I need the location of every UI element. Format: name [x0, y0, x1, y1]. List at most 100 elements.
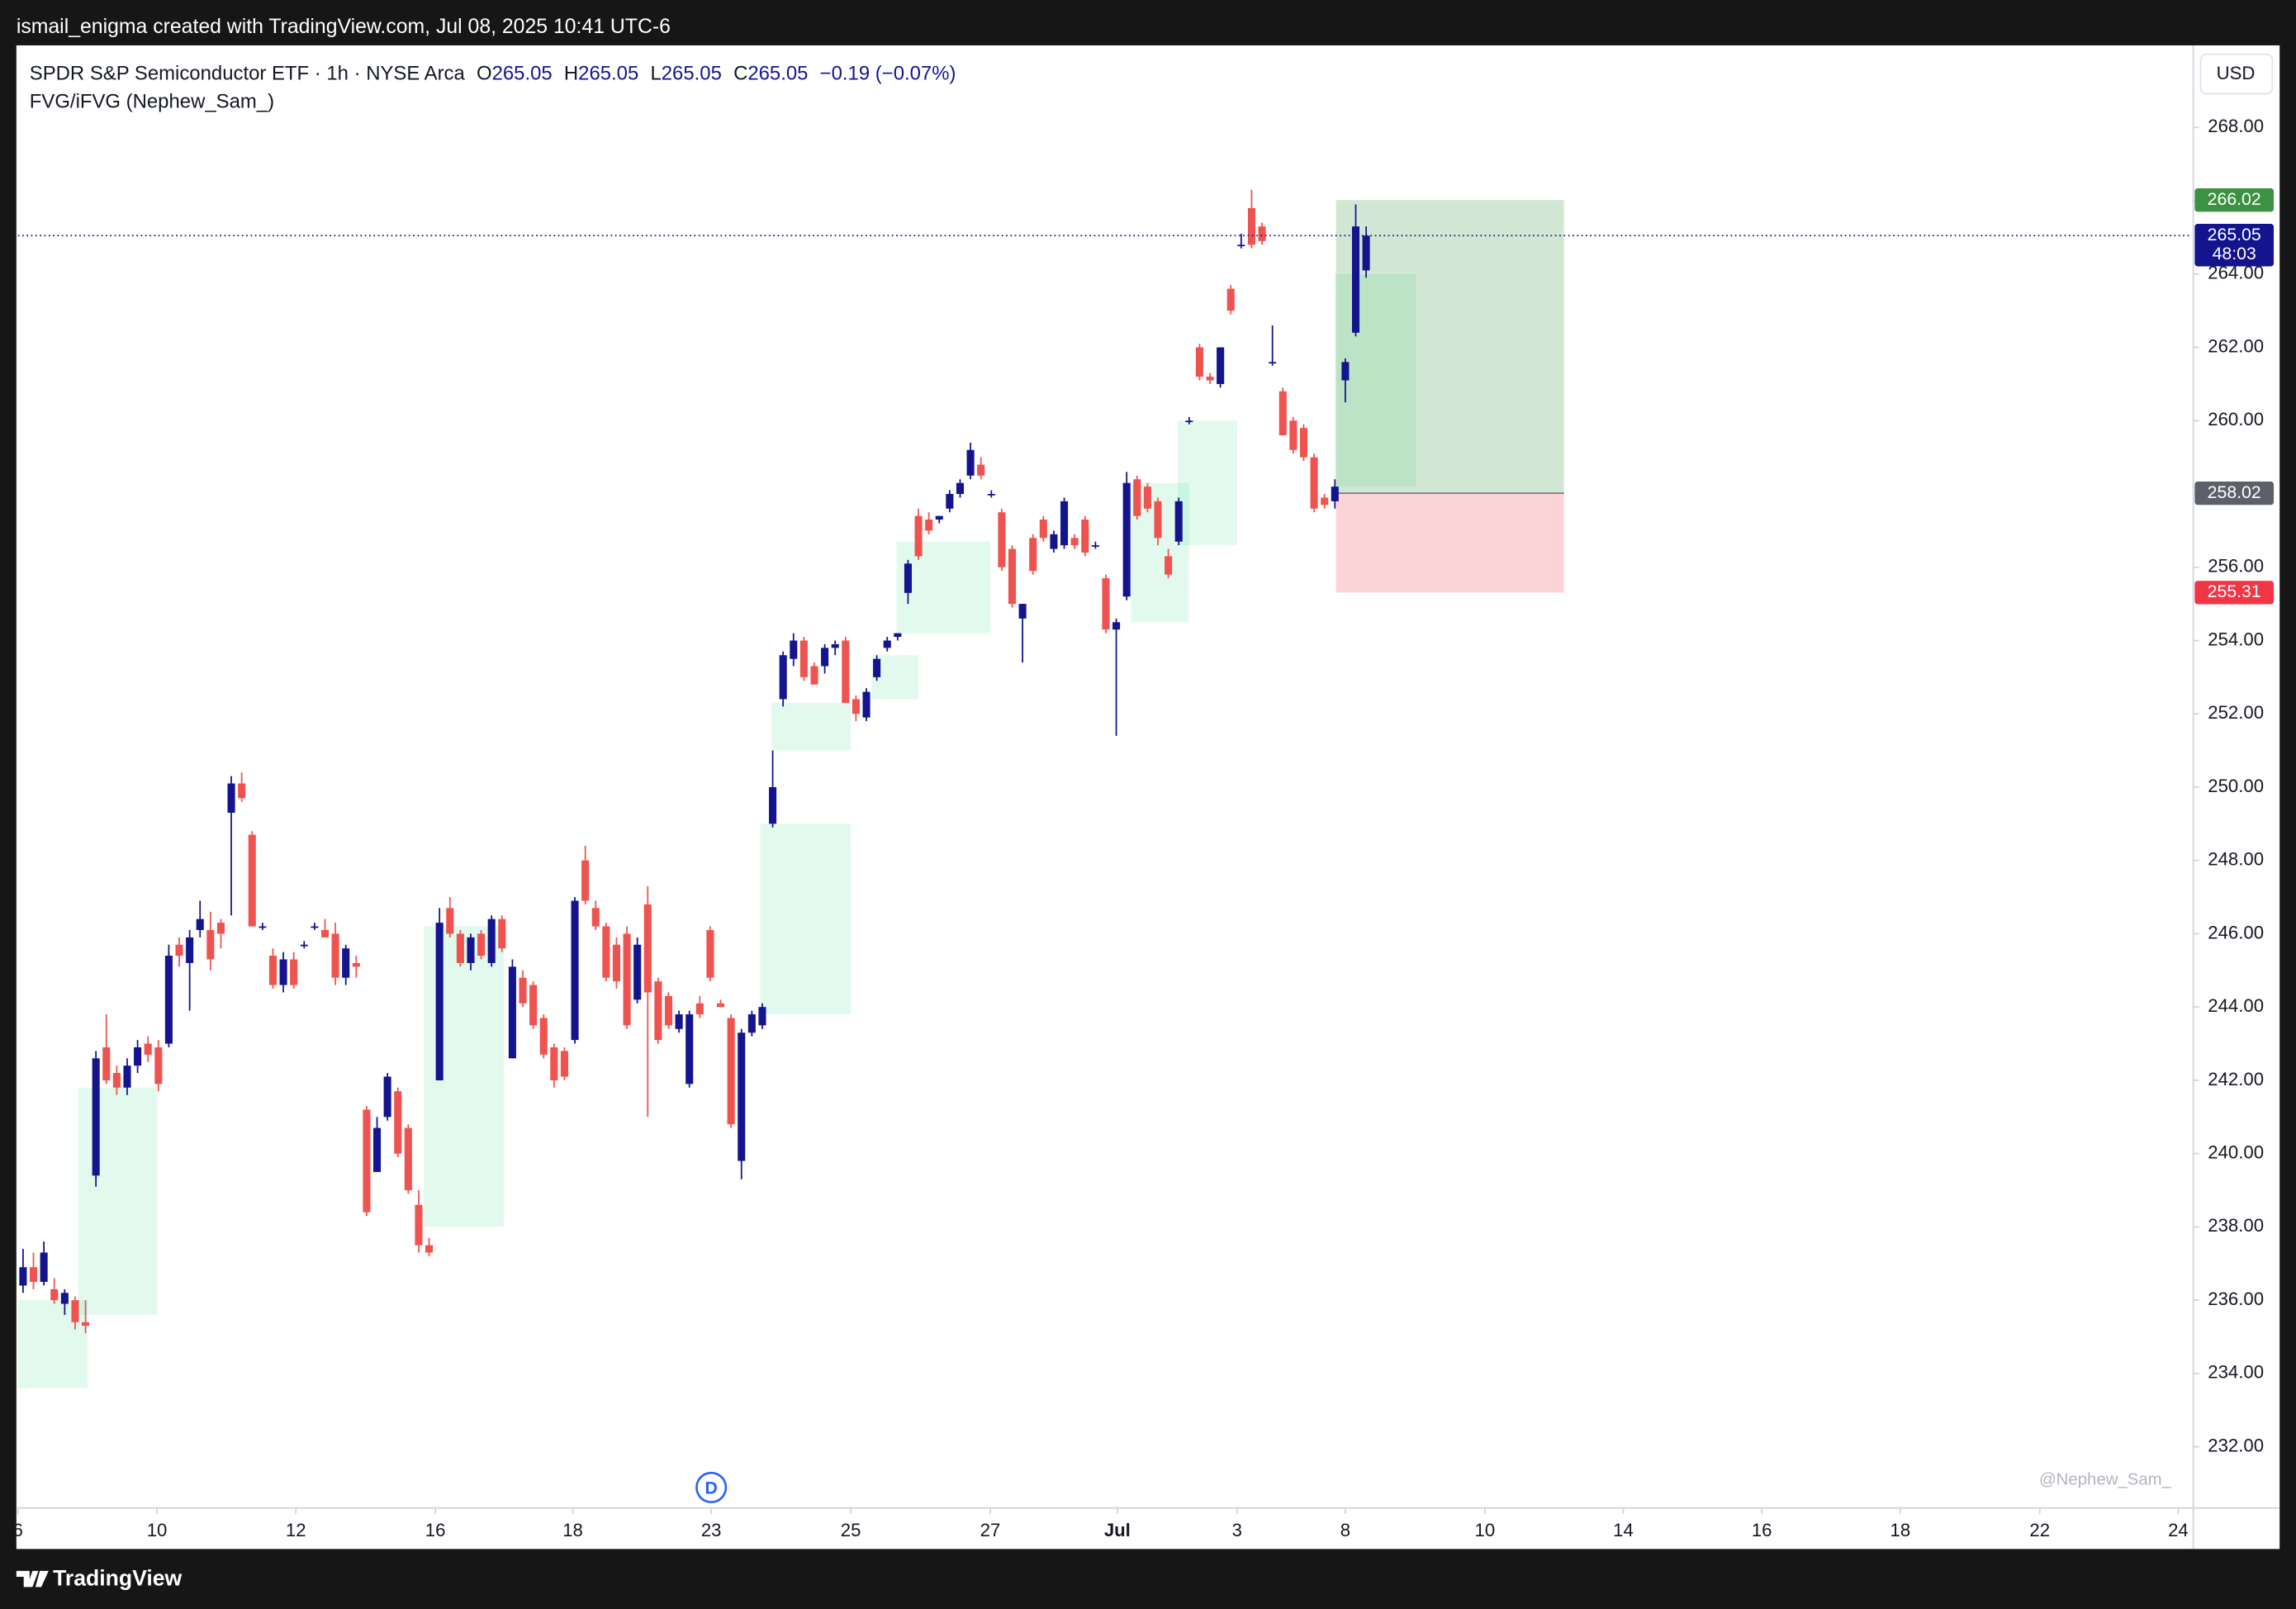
candle-body: [352, 962, 360, 967]
candle-body: [695, 1003, 704, 1015]
entry-price-box: [2194, 481, 2275, 505]
axes: 232.00 234.00 236.00 238.00 240.00 242.00 244.…: [12, 116, 2275, 1540]
close-label: C: [733, 63, 747, 85]
x-tick-label: 18: [1890, 1520, 1911, 1540]
fvg-zone: [896, 541, 991, 634]
candle-body: [581, 860, 590, 901]
candle-body: [404, 1127, 412, 1191]
candle-body: [1039, 520, 1047, 539]
high-value: 265.05: [578, 63, 638, 85]
candle-body: [831, 643, 839, 648]
y-tick-label: 232.00: [2208, 1435, 2264, 1455]
candle-body: [799, 640, 808, 677]
candle-body: [602, 926, 610, 978]
candle-body: [123, 1066, 131, 1088]
candle-body: [1310, 457, 1318, 509]
candle-body: [290, 959, 298, 985]
symbol: SPDR S&P Semiconductor ETF · 1h · NYSE A…: [30, 63, 466, 85]
candle-body: [977, 464, 985, 476]
x-tick-label: 18: [562, 1520, 583, 1540]
snapshot-header: ismail_enigma created with TradingView.c…: [17, 16, 671, 38]
candle-body: [1174, 501, 1183, 542]
candle-body: [1289, 420, 1297, 450]
candle-body: [685, 1014, 694, 1085]
candle-body: [29, 1267, 38, 1282]
candle-body: [164, 956, 173, 1044]
candle-body: [268, 956, 278, 985]
candle-body: [747, 1014, 756, 1033]
candle-body: [425, 1245, 434, 1253]
candle-body: [331, 933, 339, 978]
x-tick-label: 12: [286, 1520, 306, 1540]
candle-body: [144, 1043, 152, 1055]
plot-area: [17, 189, 2192, 1388]
candle-body: [196, 918, 204, 931]
candle-body: [769, 786, 777, 824]
y-tick-label: 244.00: [2208, 995, 2264, 1016]
candle-body: [1008, 548, 1017, 605]
candle-body: [1050, 534, 1058, 549]
candle-body: [1351, 226, 1360, 333]
entry-price-label: 258.02: [2208, 482, 2261, 502]
x-tick-label: 16: [425, 1520, 446, 1540]
candle-body: [1331, 486, 1339, 501]
watermark: @Nephew_Sam_: [2039, 1470, 2172, 1488]
candle-body: [560, 1051, 568, 1077]
currency-label: USD: [2217, 63, 2256, 83]
candle-body: [894, 633, 902, 638]
candle-body: [279, 959, 287, 985]
candle-body: [456, 933, 464, 963]
candle-body: [727, 1018, 735, 1125]
last-price-box: [2194, 224, 2275, 267]
candle-body: [987, 494, 995, 496]
y-tick-label: 250.00: [2208, 776, 2264, 796]
low-label: L: [650, 63, 661, 85]
y-tick-label: 238.00: [2208, 1215, 2264, 1236]
indicator-legend: FVG/iFVG (Nephew_Sam_): [30, 90, 274, 112]
candle-body: [175, 944, 183, 956]
candle-body: [904, 563, 912, 593]
candle-body: [1102, 578, 1110, 630]
chart-panel: [16, 45, 2280, 1550]
currency-button[interactable]: [2199, 53, 2274, 95]
candle-body: [1195, 347, 1203, 377]
candle-body: [1237, 244, 1245, 247]
candle-body: [300, 944, 308, 947]
y-tick-label: 256.00: [2208, 556, 2264, 577]
y-tick-label: 268.00: [2208, 116, 2264, 136]
footer-logo: TradingView: [16, 1566, 183, 1591]
candle-body: [311, 926, 319, 928]
y-tick-label: 240.00: [2208, 1141, 2264, 1162]
candle-body: [1060, 501, 1069, 546]
candle-body: [1321, 497, 1329, 505]
candle-body: [810, 666, 818, 685]
dividend-label: D: [705, 1478, 718, 1497]
candle-body: [259, 926, 267, 928]
candle-body: [1143, 486, 1151, 509]
candle-body: [1081, 520, 1089, 553]
y-tick-label: 248.00: [2208, 849, 2264, 870]
candle-body: [1091, 545, 1099, 547]
candle-body: [571, 900, 579, 1041]
candle-body: [248, 834, 256, 927]
change-value: −0.19 (−0.07%): [820, 63, 956, 85]
candle-body: [1269, 362, 1277, 364]
loss-zone: [1335, 493, 1564, 593]
candle-body: [498, 918, 506, 949]
candle-body: [40, 1252, 48, 1282]
candle-body: [1299, 428, 1308, 458]
candle-body: [394, 1091, 402, 1154]
candle-body: [60, 1293, 69, 1304]
profit-zone: [1335, 200, 1564, 494]
candle-body: [186, 937, 194, 963]
candle-body: [643, 904, 652, 993]
candle-body: [320, 930, 330, 937]
symbol-legend: SPDR S&P Semiconductor ETF · 1h · NYSE A…: [30, 63, 956, 85]
close-value: 265.05: [747, 63, 808, 85]
x-tick-label: 24: [2168, 1520, 2189, 1540]
candle-body: [1070, 538, 1079, 546]
candle-body: [1029, 538, 1037, 572]
candle-body: [591, 908, 600, 927]
fvg-zone: [1177, 420, 1237, 546]
